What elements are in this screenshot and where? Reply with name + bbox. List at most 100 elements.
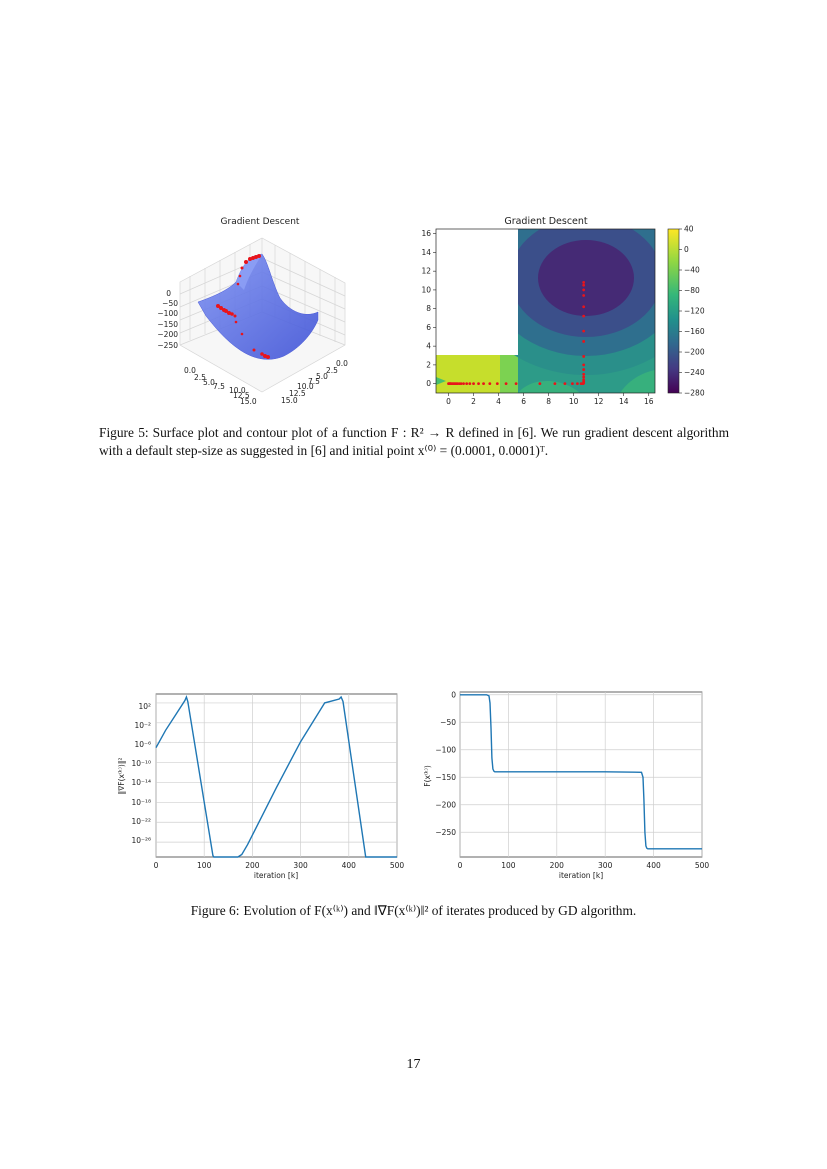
iterate-point — [504, 382, 508, 386]
fvalue-xlabel: iteration [k] — [559, 871, 603, 880]
surface-title: Gradient Descent — [221, 217, 300, 227]
y-tick-label: 7.5 — [308, 377, 320, 386]
x-tick-label: 500 — [390, 861, 405, 870]
iterate-point — [582, 329, 586, 333]
y-tick-label: −50 — [440, 718, 456, 727]
x-tick-label: 10.0 — [229, 386, 246, 395]
colorbar — [667, 228, 680, 394]
figure6-caption-label: Figure 6: — [190, 903, 240, 918]
z-tick-label: 0 — [166, 289, 171, 298]
y-tick-label: 10⁻²² — [131, 817, 151, 826]
x-tick-label: 400 — [342, 861, 357, 870]
y-tick-label: 10⁻²⁶ — [131, 836, 151, 845]
colorbar-tick-label: −280 — [684, 389, 705, 398]
iterate-point — [582, 355, 586, 358]
x-tick-label: 16 — [644, 397, 654, 406]
surface-y-ticks: 0.0 2.5 5.0 7.5 10.0 12.5 15.0 — [281, 359, 348, 405]
iterate-point — [582, 283, 586, 287]
y-tick-label: 10⁻¹⁰ — [131, 759, 151, 768]
gradnorm-x-ticks: 0 100 200 300 400 500 — [154, 861, 405, 870]
colorbar-tick-label: −240 — [684, 368, 705, 377]
z-tick-label: −250 — [157, 341, 178, 350]
iterate-point — [571, 382, 574, 386]
x-tick-label: 15.0 — [240, 397, 257, 406]
x-tick-label: 10 — [569, 397, 579, 406]
iterate-point — [468, 382, 472, 386]
x-tick-label: 100 — [501, 861, 516, 870]
y-tick-label: 5.0 — [316, 372, 328, 381]
iterate-point — [462, 382, 465, 386]
gradnorm-line — [155, 694, 397, 858]
figure6-caption-text: Evolution of F(x⁽ᵏ⁾) and ‖∇F(x⁽ᵏ⁾)‖² of … — [243, 903, 637, 918]
y-tick-label: 10⁻⁶ — [134, 740, 151, 749]
contour-iterates — [447, 281, 586, 386]
gradnorm-ylabel: ‖∇F(x⁽ᵏ⁾)‖² — [117, 757, 126, 794]
fvalue-frame — [459, 691, 703, 858]
x-tick-label: 7.5 — [213, 382, 225, 391]
iterate-point — [495, 382, 499, 386]
fvalue-plot: 0 100 200 300 400 500 0 −50 −100 −150 −200 −250 it… — [423, 690, 709, 880]
contour-y-ticks: 0 2 4 6 8 10 12 14 16 — [421, 229, 436, 388]
x-tick-label: 0.0 — [184, 366, 196, 375]
x-tick-label: 4 — [496, 397, 501, 406]
page-number: 17 — [406, 1057, 421, 1072]
colorbar-tick-label: −160 — [684, 327, 705, 336]
z-tick-label: −50 — [162, 299, 178, 308]
gradnorm-grid — [155, 694, 398, 857]
iterate-point — [582, 314, 586, 318]
iterate-point — [582, 294, 586, 297]
y-tick-label: 0 — [426, 379, 431, 388]
fvalue-grid — [459, 692, 703, 857]
figure5-caption: Figure 5: Surface plot and contour plot o… — [99, 424, 729, 460]
colorbar-tick-label: −80 — [684, 286, 700, 295]
y-tick-label: 0 — [451, 690, 456, 699]
colorbar-ticks: 40 0 −40 −80 −120 −160 −200 −240 −280 — [679, 225, 705, 398]
x-tick-label: 2 — [471, 397, 476, 406]
y-tick-label: 10 — [421, 285, 431, 294]
contour-frame — [435, 228, 656, 394]
colorbar-tick-label: 40 — [684, 225, 694, 234]
x-tick-label: 12.5 — [233, 391, 250, 400]
surface-x-ticks: 0.0 2.5 5.0 7.5 10.0 12.5 15.0 — [184, 366, 257, 406]
x-tick-label: 12 — [594, 397, 604, 406]
fvalue-line — [460, 694, 702, 850]
iterate-point — [488, 382, 492, 386]
y-tick-label: 10⁻¹⁴ — [131, 778, 151, 787]
y-tick-label: 2 — [426, 360, 431, 369]
iterate-point — [582, 372, 586, 376]
contour-fill — [436, 229, 655, 393]
iterate-point — [582, 340, 586, 343]
y-tick-label: −250 — [435, 828, 456, 837]
z-tick-label: −150 — [157, 320, 178, 329]
iterate-point — [465, 382, 469, 386]
iterate-point — [582, 305, 586, 309]
y-tick-label: 8 — [426, 304, 431, 313]
y-tick-label: 14 — [421, 248, 431, 257]
surface-plot: Gradient Descent — [157, 217, 348, 406]
iterate-point — [553, 382, 557, 386]
contour-title: Gradient Descent — [504, 216, 588, 227]
colorbar-tick-label: −40 — [684, 266, 700, 275]
iterate-point — [576, 382, 579, 386]
x-tick-label: 0 — [154, 861, 159, 870]
y-tick-label: −200 — [435, 800, 456, 809]
y-tick-label: 0.0 — [336, 359, 348, 368]
colorbar-tick-label: −200 — [684, 348, 705, 357]
y-tick-label: −150 — [435, 773, 456, 782]
surface-iterates — [216, 254, 270, 359]
iterate-point — [582, 363, 586, 367]
colorbar-tick-label: −120 — [684, 307, 705, 316]
iterate-point — [582, 281, 586, 284]
fvalue-x-ticks: 0 100 200 300 400 500 — [458, 861, 710, 870]
iterate-point — [538, 382, 542, 386]
fvalue-ylabel: F(x⁽ᵏ⁾) — [423, 765, 432, 787]
gradnorm-xlabel: iteration [k] — [254, 871, 298, 880]
x-tick-label: 100 — [197, 861, 212, 870]
gradnorm-y-ticks: 10² 10⁻² 10⁻⁶ 10⁻¹⁰ 10⁻¹⁴ 10⁻¹⁸ 10⁻²² 10… — [131, 702, 151, 845]
iterate-point — [582, 368, 586, 371]
y-tick-label: 16 — [421, 229, 431, 238]
x-tick-label: 8 — [546, 397, 551, 406]
x-tick-label: 200 — [245, 861, 260, 870]
y-tick-label: 12 — [421, 267, 431, 276]
iterate-point — [563, 382, 567, 386]
